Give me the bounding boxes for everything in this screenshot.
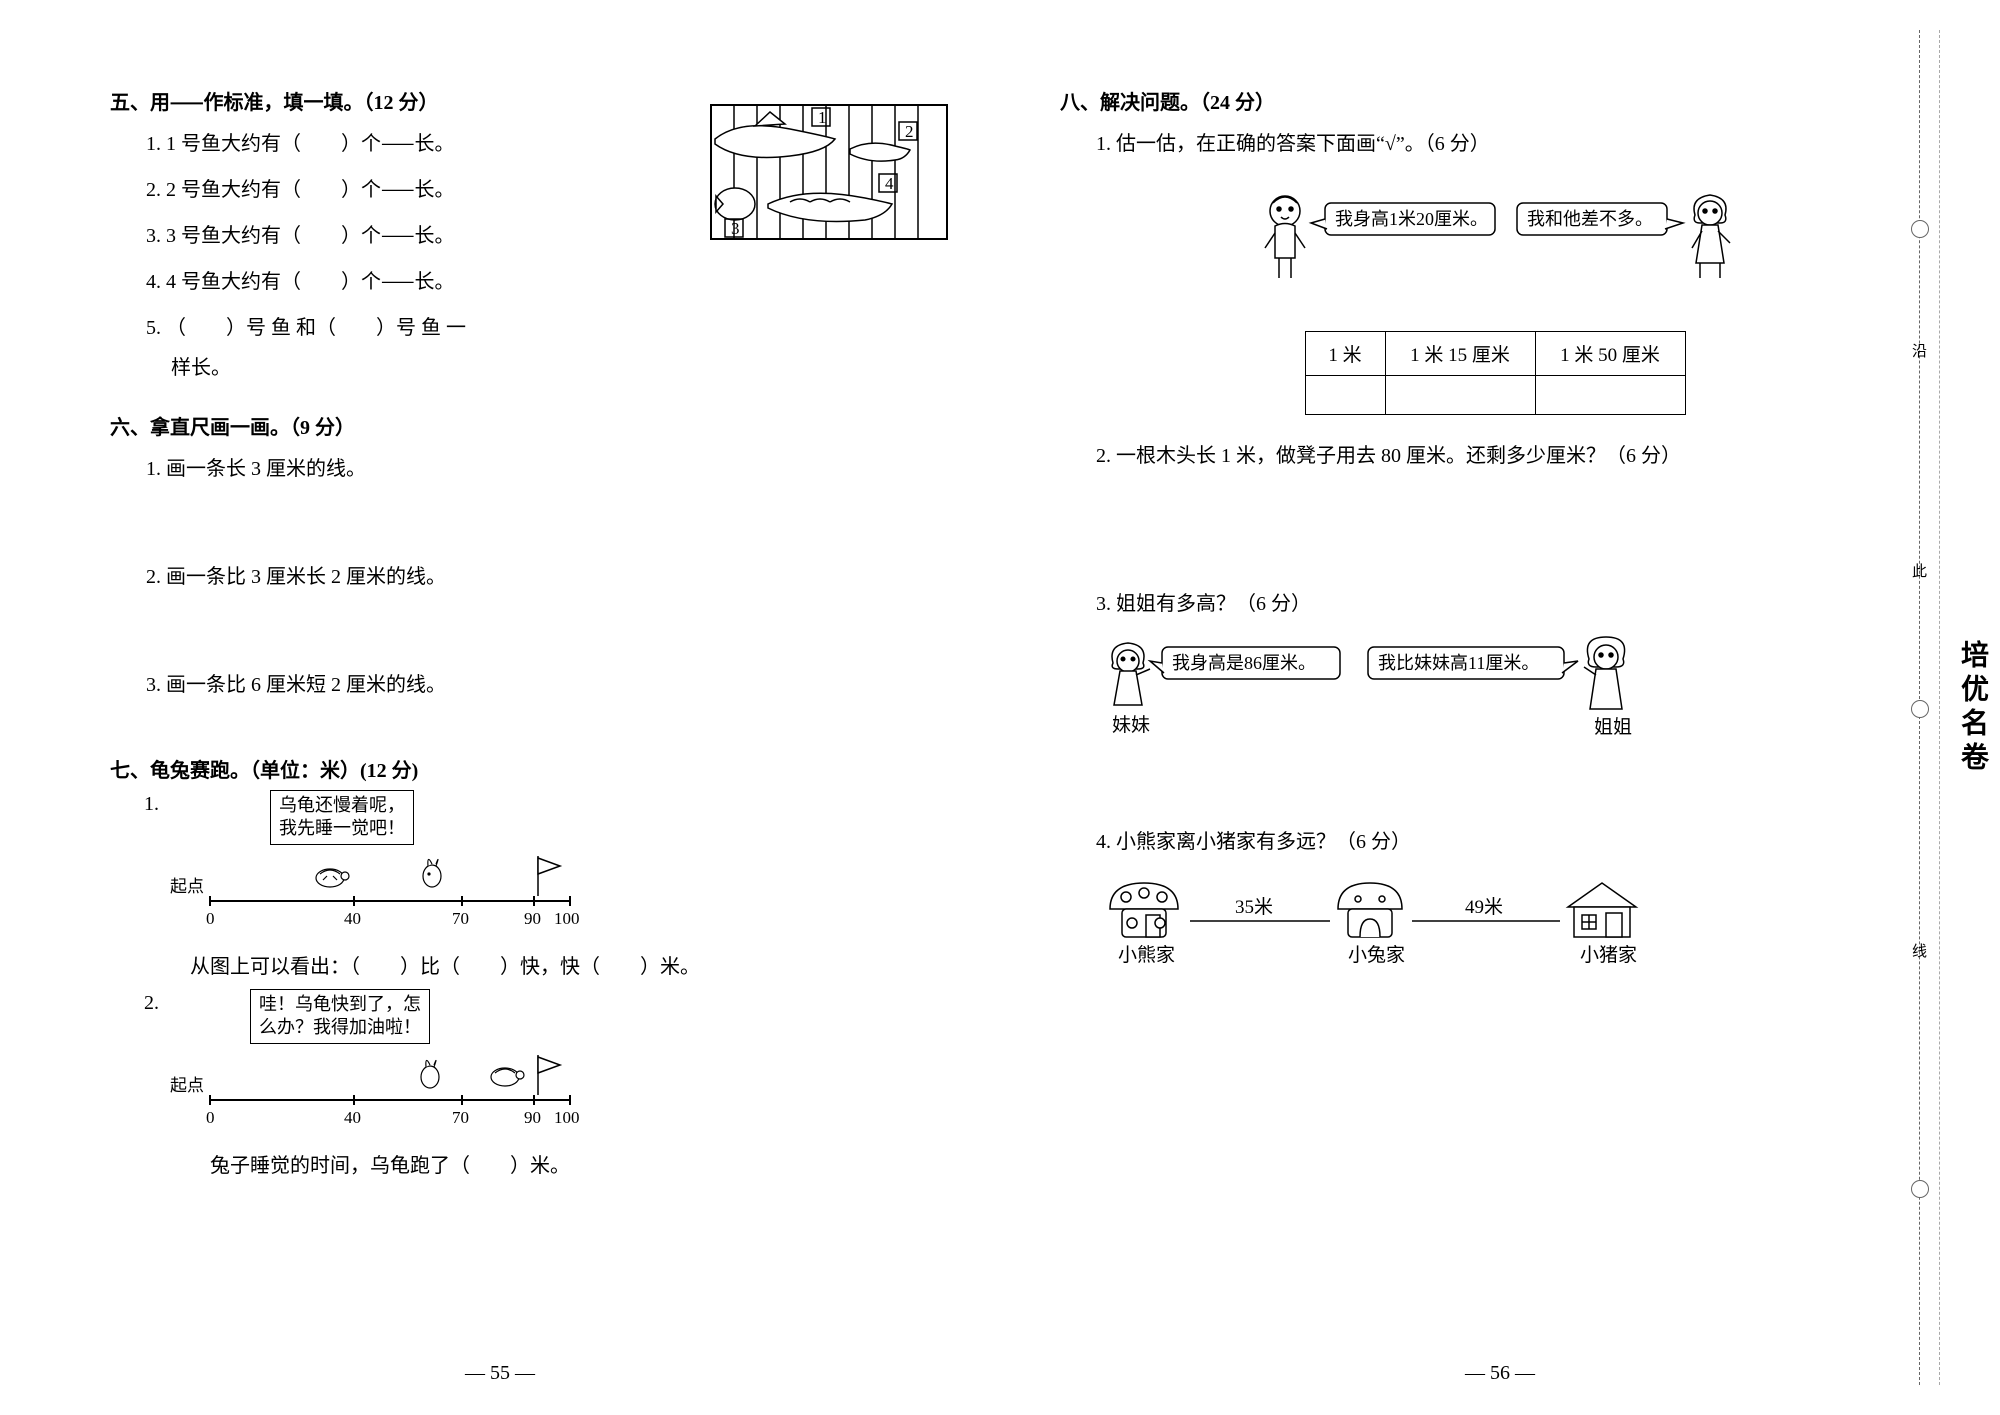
q5-5a: 5. （ ）号 鱼 和（ ）号 鱼 一 [146,309,940,347]
race2-conclusion: 兔子睡觉的时间，乌龟跑了（ ）米。 [210,1149,570,1178]
race1-conclusion: 从图上可以看出：（ ）比（ ）快，快（ ）米。 [190,950,700,979]
binding-edge-icon: 沿 此 线 [1900,0,1940,1415]
distance-1: 35米 [1235,896,1273,918]
svg-text:起点: 起点 [170,877,204,896]
girl-speech: 我和他差不多。 [1517,203,1683,235]
edge-mark-mid: 此 [1912,560,1927,581]
q8-3-prompt: 3. 姐姐有多高？（6 分） [1096,585,1890,623]
elder-sister-label: 姐姐 [1594,716,1632,738]
page-spread: 五、用⸺作标准，填一填。（12 分） 1. 1 号鱼大约有（ ）个⸺长。 2. … [0,0,2000,1415]
fish-1-label: 1 [818,108,827,127]
rabbit-house-icon [1338,883,1402,937]
q8-4-figure: 小熊家 35米 小兔家 49米 [1100,877,1890,977]
q5-4: 4. 4 号鱼大约有（ ）个⸺长。 [146,263,940,301]
svg-text:起点: 起点 [170,1076,204,1095]
younger-sister-label: 妹妹 [1112,714,1150,736]
younger-sister-speech: 我身高是86厘米。 [1172,653,1316,673]
section-6-list: 1. 画一条长 3 厘米的线。 2. 画一条比 3 厘米长 2 厘米的线。 3.… [146,450,940,704]
svg-text:0: 0 [206,1108,215,1127]
section-6-title: 六、拿直尺画一画。（9 分） [110,411,940,440]
svg-text:100: 100 [554,1108,580,1127]
table-cell: 1 米 [1305,332,1385,376]
table-row: 1 米 1 米 15 厘米 1 米 50 厘米 [1305,332,1685,376]
elder-sister-speech: 我比妹妹高11厘米。 [1378,653,1539,673]
elder-sister-icon [1584,637,1625,709]
table-cell-blank [1385,376,1535,415]
svg-text:70: 70 [452,909,469,928]
race1-line-icon: 起点 0 40 70 90 100 [170,846,590,966]
race1-speech: 乌龟还慢着呢， 我先睡一觉吧！ [270,790,414,845]
boy-icon [1265,196,1305,278]
q6-3: 3. 画一条比 6 厘米短 2 厘米的线。 [146,666,940,704]
race2-speech: 哇！乌龟快到了，怎 么办？我得加油啦！ [250,989,430,1044]
q5-5b: 样长。 [146,349,940,387]
svg-text:40: 40 [344,909,361,928]
table-cell-blank [1535,376,1685,415]
svg-text:我身高1米20厘米。: 我身高1米20厘米。 [1335,209,1488,229]
q8-1-table: 1 米 1 米 15 厘米 1 米 50 厘米 [1305,331,1686,415]
page-right: 八、解决问题。（24 分） 1. 估一估，在正确的答案下面画“√”。（6 分） [1000,0,2000,1415]
svg-text:我和他差不多。: 我和他差不多。 [1527,209,1653,229]
table-cell: 1 米 50 厘米 [1535,332,1685,376]
boy-speech: 我身高1米20厘米。 [1311,203,1495,235]
edge-mark-top: 沿 [1912,340,1927,361]
bear-house-icon [1110,883,1178,937]
q6-1: 1. 画一条长 3 厘米的线。 [146,450,940,488]
svg-text:40: 40 [344,1108,361,1127]
svg-text:0: 0 [206,909,215,928]
q8-4-prompt: 4. 小熊家离小猪家有多远？（6 分） [1096,823,1890,861]
table-cell: 1 米 15 厘米 [1385,332,1535,376]
q8-3-figure: 妹妹 我身高是86厘米。 我比妹妹高11厘米。 姐姐 [1100,633,1890,743]
fish-2-label: 2 [905,122,914,141]
svg-text:70: 70 [452,1108,469,1127]
race2-line-icon: 起点 0 40 70 90 100 [170,1045,590,1165]
fish-4-label: 4 [885,174,894,193]
fish-grid-icon: 1 2 3 [710,104,948,246]
table-row [1305,376,1685,415]
race-2: 2. 哇！乌龟快到了，怎 么办？我得加油啦！ [140,992,940,1197]
table-cell-blank [1305,376,1385,415]
section-8-title: 八、解决问题。（24 分） [1060,86,1890,115]
svg-text:90: 90 [524,1108,541,1127]
race-1-number: 1. [144,793,940,816]
svg-text:90: 90 [524,909,541,928]
edge-mark-bot: 线 [1912,940,1927,961]
section-7-title: 七、龟兔赛跑。（单位：米）(12 分) [110,754,940,783]
q6-2: 2. 画一条比 3 厘米长 2 厘米的线。 [146,558,940,596]
pig-house-label: 小猪家 [1580,944,1637,966]
younger-sister-icon [1112,643,1150,705]
rabbit-house-label: 小兔家 [1348,944,1405,966]
race-1: 1. 乌龟还慢着呢， 我先睡一觉吧！ [140,793,940,998]
distance-2: 49米 [1465,896,1503,918]
bear-house-label: 小熊家 [1118,944,1175,966]
series-logo: 培优名卷 [1952,640,1992,776]
page-number-left: — 55 — [0,1362,1000,1385]
page-left: 五、用⸺作标准，填一填。（12 分） 1. 1 号鱼大约有（ ）个⸺长。 2. … [0,0,1000,1415]
pig-house-icon [1568,883,1636,937]
page-number-right: — 56 — [1000,1362,2000,1385]
q8-1-figure: 我身高1米20厘米。 我和他差不多。 [1100,173,1890,415]
q8-2: 2. 一根木头长 1 米，做凳子用去 80 厘米。还剩多少厘米？（6 分） [1096,437,1890,475]
fish-3-label: 3 [731,219,740,238]
svg-text:100: 100 [554,909,580,928]
girl-icon [1692,195,1730,278]
q8-1-prompt: 1. 估一估，在正确的答案下面画“√”。（6 分） [1096,125,1890,163]
